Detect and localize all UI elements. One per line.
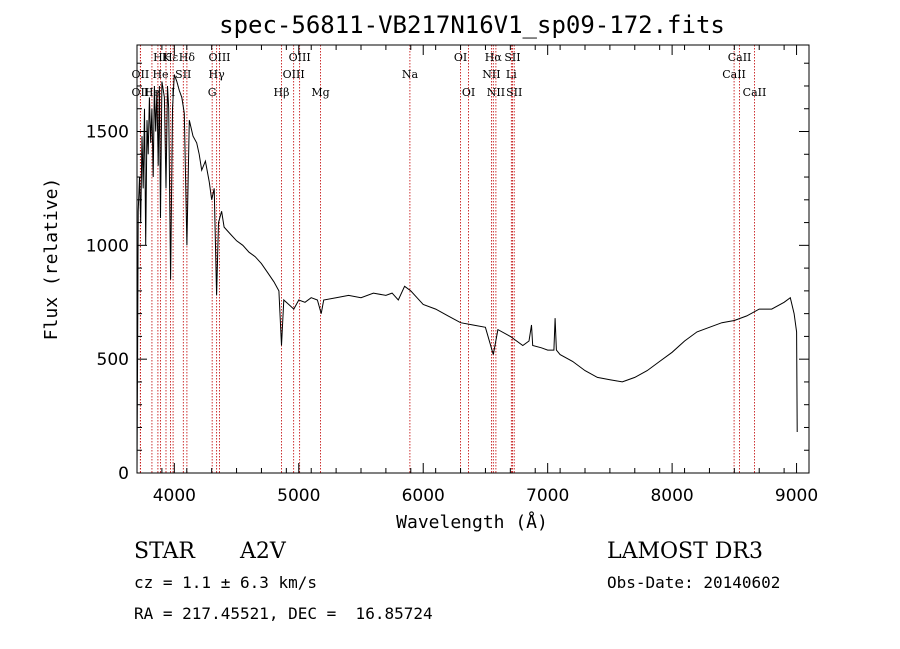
y-tick-label: 500 — [97, 350, 129, 370]
survey-name: LAMOST DR3 — [607, 539, 763, 564]
spectral-line-label: CaII — [728, 51, 752, 64]
spectral-line-label: Hγ — [209, 68, 226, 81]
spectral-line-label: Hα — [485, 51, 503, 64]
spectral-line-label: NII — [487, 86, 505, 99]
series-layer — [136, 74, 798, 474]
spectral-lines — [139, 45, 755, 473]
spectral-line-label: NII — [482, 68, 500, 81]
spectral-line-label: SII — [504, 51, 520, 64]
spectral-line-label: OIII — [208, 51, 230, 64]
plot-frame — [136, 44, 810, 474]
obs-date: Obs-Date: 20140602 — [607, 573, 781, 592]
redshift-readout: cz = 1.1 ± 6.3 km/s — [134, 573, 318, 592]
spectral-line-label: Hβ — [274, 86, 290, 99]
spectral-line-label: Mg — [311, 86, 329, 99]
radec-readout: RA = 217.45521, DEC = 16.85724 — [134, 604, 433, 623]
y-axis-label: Flux (relative) — [41, 178, 62, 341]
spectral-line-label: OI — [454, 51, 467, 64]
spectral-line-label: CaII — [743, 86, 767, 99]
spectral-line-label: OIII — [289, 51, 311, 64]
x-tick-label: 7000 — [526, 486, 569, 506]
spectral-line-label: SII — [175, 68, 191, 81]
x-tick-label: 8000 — [650, 486, 693, 506]
spectrum-line — [136, 74, 798, 474]
spectral-line-label: G — [208, 86, 217, 99]
x-tick-label: 5000 — [277, 486, 320, 506]
spectral-line-label: He — [144, 86, 160, 99]
object-subclass: A2V — [240, 539, 286, 564]
spectral-line-label: OII — [132, 68, 150, 81]
spectral-line-label: He — [152, 68, 168, 81]
y-tick-label: 1000 — [86, 236, 129, 256]
object-class: STAR — [134, 539, 195, 564]
spectral-line-label: OIII — [283, 68, 305, 81]
spectral-line-label: Na — [402, 68, 419, 81]
spectral-line-label: H — [153, 51, 163, 64]
spectral-line-label: Li — [506, 68, 517, 81]
spectral-line-label: SII — [506, 86, 522, 99]
spectral-line-label: CaII — [722, 68, 746, 81]
x-axis-label: Wavelength (Å) — [396, 511, 548, 533]
y-tick-label: 1500 — [86, 123, 129, 143]
y-tick-label: 0 — [118, 464, 129, 484]
x-tick-label: 6000 — [402, 486, 445, 506]
spectral-line-label: K — [162, 51, 171, 64]
chart-title: spec-56811-VB217N16V1_sp09-172.fits — [219, 11, 725, 39]
spectral-line-label: OII — [132, 86, 150, 99]
axis-ticks: 4000 5000 6000 7000 8000 9000 0 500 1000 1500 — [86, 45, 818, 506]
x-tick-label: 4000 — [153, 486, 196, 506]
spectral-line-label: OI — [462, 86, 475, 99]
x-tick-label: 9000 — [775, 486, 818, 506]
spectral-line-label: Hδ — [179, 51, 196, 64]
